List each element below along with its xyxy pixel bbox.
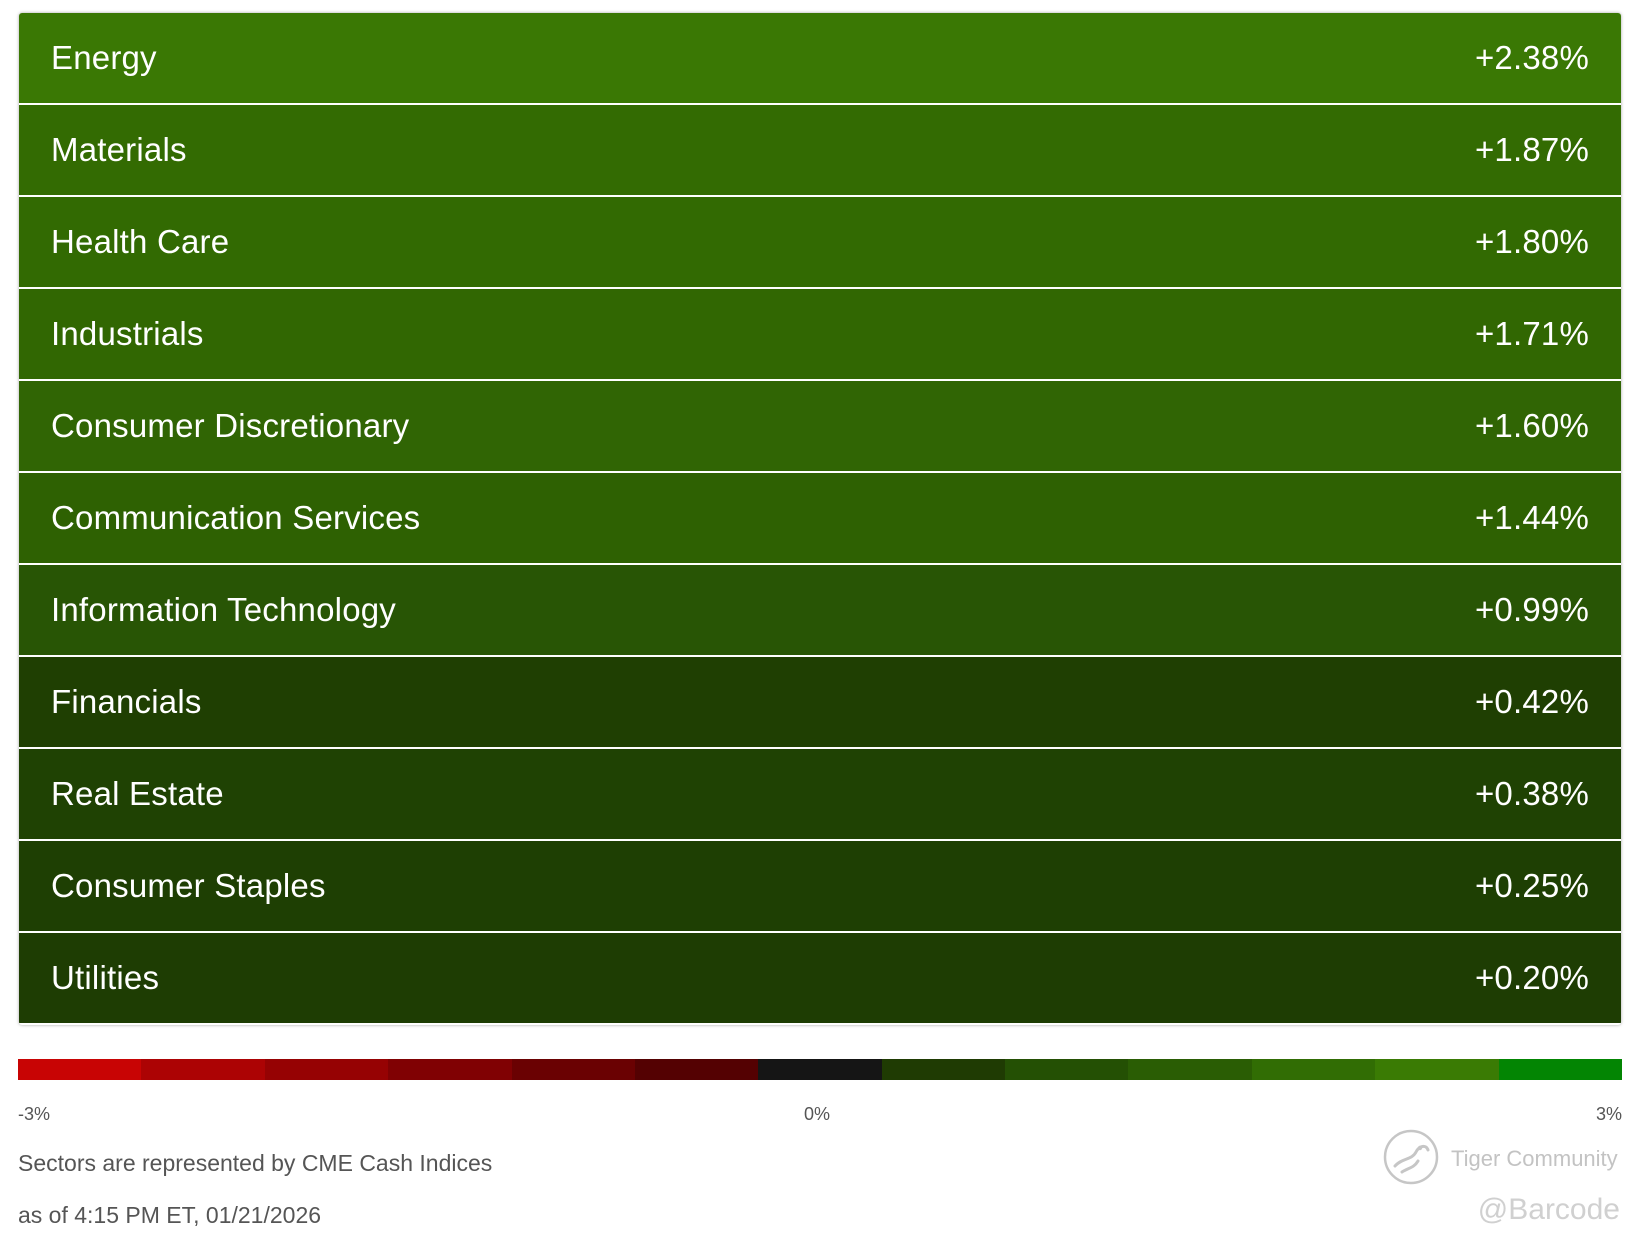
sector-name: Consumer Staples (51, 867, 326, 904)
color-scale-bar (18, 1059, 1622, 1080)
sector-change: +1.71% (1474, 315, 1589, 352)
sector-row: Consumer Staples +0.25% (19, 841, 1621, 931)
watermark-handle: @Barcode (1477, 1193, 1620, 1226)
sector-name: Communication Services (51, 499, 421, 536)
sector-name: Utilities (51, 959, 160, 996)
timestamp: as of 4:15 PM ET, 01/21/2026 (18, 1202, 322, 1228)
scale-max-label: 3% (1595, 1104, 1622, 1124)
sector-change: +1.44% (1474, 499, 1589, 536)
sector-name: Energy (51, 39, 157, 76)
sector-row: Energy +2.38% (19, 13, 1621, 103)
sector-name: Industrials (51, 315, 204, 352)
scale-segment (512, 1059, 635, 1080)
sector-name: Health Care (51, 223, 230, 260)
sector-name: Consumer Discretionary (51, 407, 410, 444)
tiger-logo-icon (1383, 1129, 1439, 1185)
sector-name: Real Estate (51, 775, 224, 812)
sector-name: Materials (51, 131, 187, 168)
sector-performance-table: Energy +2.38% Materials +1.87% Health Care +1… (19, 13, 1621, 1025)
scale-segment (882, 1059, 1005, 1080)
sector-row: Utilities +0.20% (19, 933, 1621, 1023)
sector-name: Financials (51, 683, 202, 720)
sector-row: Real Estate +0.38% (19, 749, 1621, 839)
sector-row: Consumer Discretionary +1.60% (19, 381, 1621, 471)
sector-row: Financials +0.42% (19, 657, 1621, 747)
sector-change: +0.20% (1474, 959, 1589, 996)
scale-segment (1375, 1059, 1499, 1080)
sector-row: Information Technology +0.99% (19, 565, 1621, 655)
scale-segment (1252, 1059, 1375, 1080)
scale-segment (1128, 1059, 1252, 1080)
scale-min-label: -3% (18, 1104, 51, 1124)
scale-segment (265, 1059, 388, 1080)
sector-change: +1.60% (1474, 407, 1589, 444)
scale-segment (1499, 1059, 1622, 1080)
sector-row: Industrials +1.71% (19, 289, 1621, 379)
sector-row: Materials +1.87% (19, 105, 1621, 195)
scale-mid-label: 0% (804, 1104, 831, 1124)
sector-change: +1.80% (1474, 223, 1589, 260)
sector-change: +0.25% (1474, 867, 1589, 904)
scale-segment (635, 1059, 758, 1080)
sector-change: +1.87% (1474, 131, 1589, 168)
sector-change: +2.38% (1474, 39, 1589, 76)
scale-segment (388, 1059, 512, 1080)
sector-name: Information Technology (51, 591, 397, 628)
sector-row: Communication Services +1.44% (19, 473, 1621, 563)
scale-segment (141, 1059, 265, 1080)
scale-segment (758, 1059, 882, 1080)
scale-segment (1005, 1059, 1128, 1080)
sector-change: +0.38% (1474, 775, 1589, 812)
watermark-brand: Tiger Community (1451, 1146, 1618, 1171)
source-note: Sectors are represented by CME Cash Indi… (18, 1150, 493, 1176)
sector-change: +0.42% (1474, 683, 1589, 720)
scale-segment (18, 1059, 141, 1080)
sector-row: Health Care +1.80% (19, 197, 1621, 287)
sector-change: +0.99% (1474, 591, 1589, 628)
